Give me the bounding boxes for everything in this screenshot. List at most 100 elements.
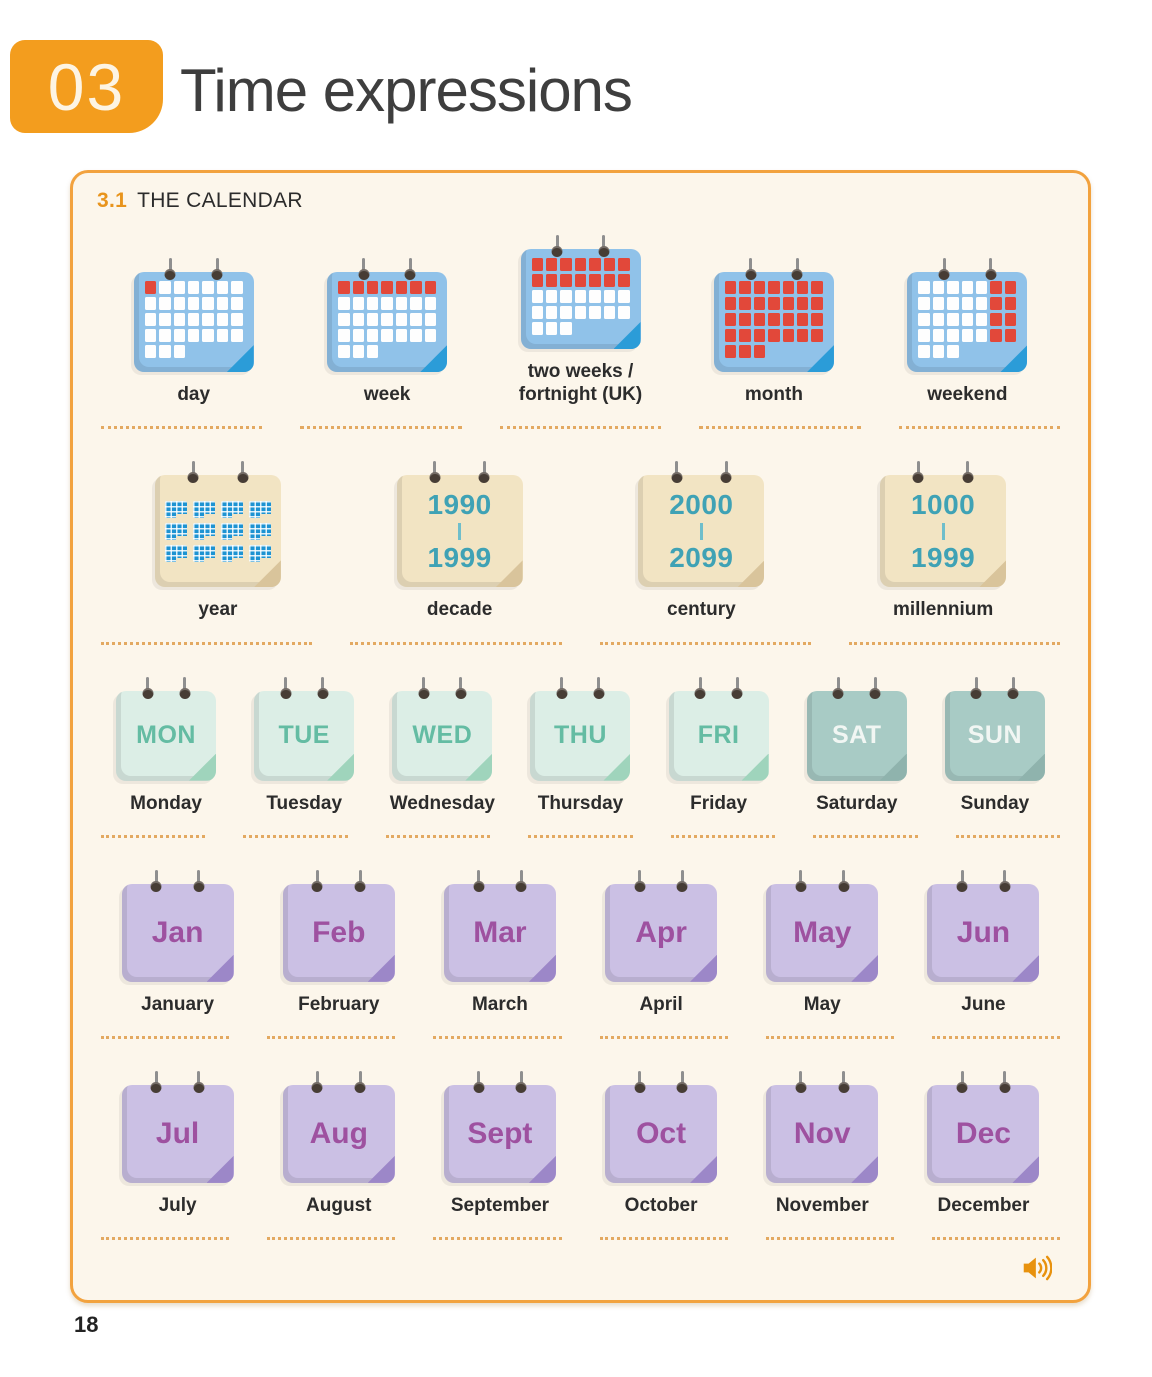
month-abbr: Sept [467, 1116, 533, 1150]
page-curl-icon [367, 954, 395, 982]
grid-cell [811, 329, 823, 343]
row-months-jan-jun: Jan January Feb February Mar March Apr April May… [97, 868, 1064, 1016]
calendar-icon: Jan [121, 868, 234, 982]
grid-cell [811, 313, 823, 327]
calendar-icon: Oct [605, 1069, 718, 1183]
separator-segment [350, 641, 562, 645]
calendar-sheet [713, 272, 834, 373]
calendar-label: decade [427, 598, 492, 621]
calendar-sheet: Sept [443, 1084, 556, 1183]
range-start: 2000 [669, 488, 734, 520]
calendar-sheet: May [766, 883, 879, 982]
page-curl-icon [367, 1155, 395, 1183]
grid-cell [366, 345, 379, 359]
grid-cell [918, 313, 930, 327]
mini-month-notch [175, 513, 188, 519]
pin-head [912, 472, 924, 484]
grid-cell [811, 281, 823, 295]
grid-cell [990, 329, 1002, 343]
row-long-periods: year 1990 1999 decade 2000 2099 century 1000 199… [97, 459, 1064, 621]
audio-button[interactable] [1022, 1254, 1053, 1282]
pin-icon [745, 258, 757, 281]
grid-cell [961, 281, 974, 295]
dotted-separator [101, 1035, 1061, 1039]
grid-cell [366, 297, 379, 311]
pin-head [676, 1081, 688, 1093]
calendar-sheet [907, 272, 1028, 373]
grid-cell [976, 297, 988, 311]
page-curl-icon [879, 753, 907, 781]
calendar-icon: Nov [766, 1069, 879, 1183]
calendar-cell: Oct October [581, 1069, 742, 1217]
pin-icon [795, 1070, 807, 1093]
calendar-icon: Jun [927, 868, 1040, 982]
pin-icon [455, 676, 467, 699]
grid-cell [366, 281, 379, 295]
pin-icon [515, 869, 527, 892]
pin-stem [602, 235, 606, 253]
pin-icon [150, 869, 162, 892]
page-curl-icon [741, 753, 769, 781]
grid-cell [753, 297, 766, 311]
separator-segment [599, 1035, 728, 1039]
calendar-cell: FRI Friday [650, 675, 788, 815]
month-abbr: Mar [473, 915, 527, 949]
calendar-label-line: week [363, 384, 411, 406]
grid-cell [976, 313, 988, 327]
page-curl-icon [189, 753, 217, 781]
grid-cell [574, 258, 587, 271]
grid-cell [739, 329, 751, 343]
grid-cell [187, 281, 200, 295]
pin-stem [680, 869, 684, 888]
calendar-cell: Mar March [419, 868, 580, 1016]
pin-icon [354, 1070, 366, 1093]
range-divider [699, 522, 703, 540]
calendar-label: weekend [927, 383, 1007, 406]
grid-cell [589, 274, 601, 287]
mini-month [164, 544, 188, 563]
grid-cell [1004, 281, 1017, 295]
pin-icon [211, 258, 223, 281]
calendar-cell: Dec December [903, 1069, 1064, 1217]
mini-month-notch [203, 513, 216, 519]
pin-head [311, 880, 323, 892]
pin-icon [791, 258, 803, 281]
pin-stem [358, 1070, 362, 1089]
pin-stem [960, 1070, 964, 1089]
calendar-sheet: FRI [668, 690, 769, 781]
calendar-icon: 1990 1999 [396, 459, 523, 588]
pin-stem [362, 258, 366, 277]
grid-cell [574, 274, 587, 287]
grid-cell [410, 297, 422, 311]
pin-stem [873, 676, 877, 695]
grid-cell [159, 281, 171, 295]
calendar-icon: SUN [944, 675, 1045, 781]
calendar-grid [338, 281, 437, 363]
grid-cell [782, 281, 795, 295]
calendar-icon [154, 459, 281, 588]
grid-cell [545, 258, 558, 271]
pin-icon [1007, 676, 1019, 699]
calendar-label-line: October [624, 1194, 698, 1216]
range-end: 1999 [910, 541, 976, 573]
grid-cell [1004, 329, 1017, 343]
pin-icon [938, 258, 950, 281]
grid-cell [589, 306, 601, 319]
calendar-cell: day [97, 256, 290, 406]
pin-stem [749, 258, 753, 277]
pin-icon [354, 869, 366, 892]
pin-stem [408, 258, 412, 277]
calendar-cell: month [677, 256, 870, 406]
calendar-sheet: 1000 1999 [880, 475, 1007, 588]
pin-stem [960, 869, 964, 888]
dotted-separator [101, 641, 1060, 645]
pin-head [731, 687, 743, 699]
grid-cell [589, 290, 601, 303]
grid-cell [947, 281, 959, 295]
calendar-icon: Feb [282, 868, 395, 982]
pin-head [791, 269, 803, 281]
calendar-label: year [198, 598, 237, 621]
pin-icon [985, 258, 997, 281]
calendar-cell: Aug August [258, 1069, 419, 1217]
grid-cell [545, 306, 558, 319]
